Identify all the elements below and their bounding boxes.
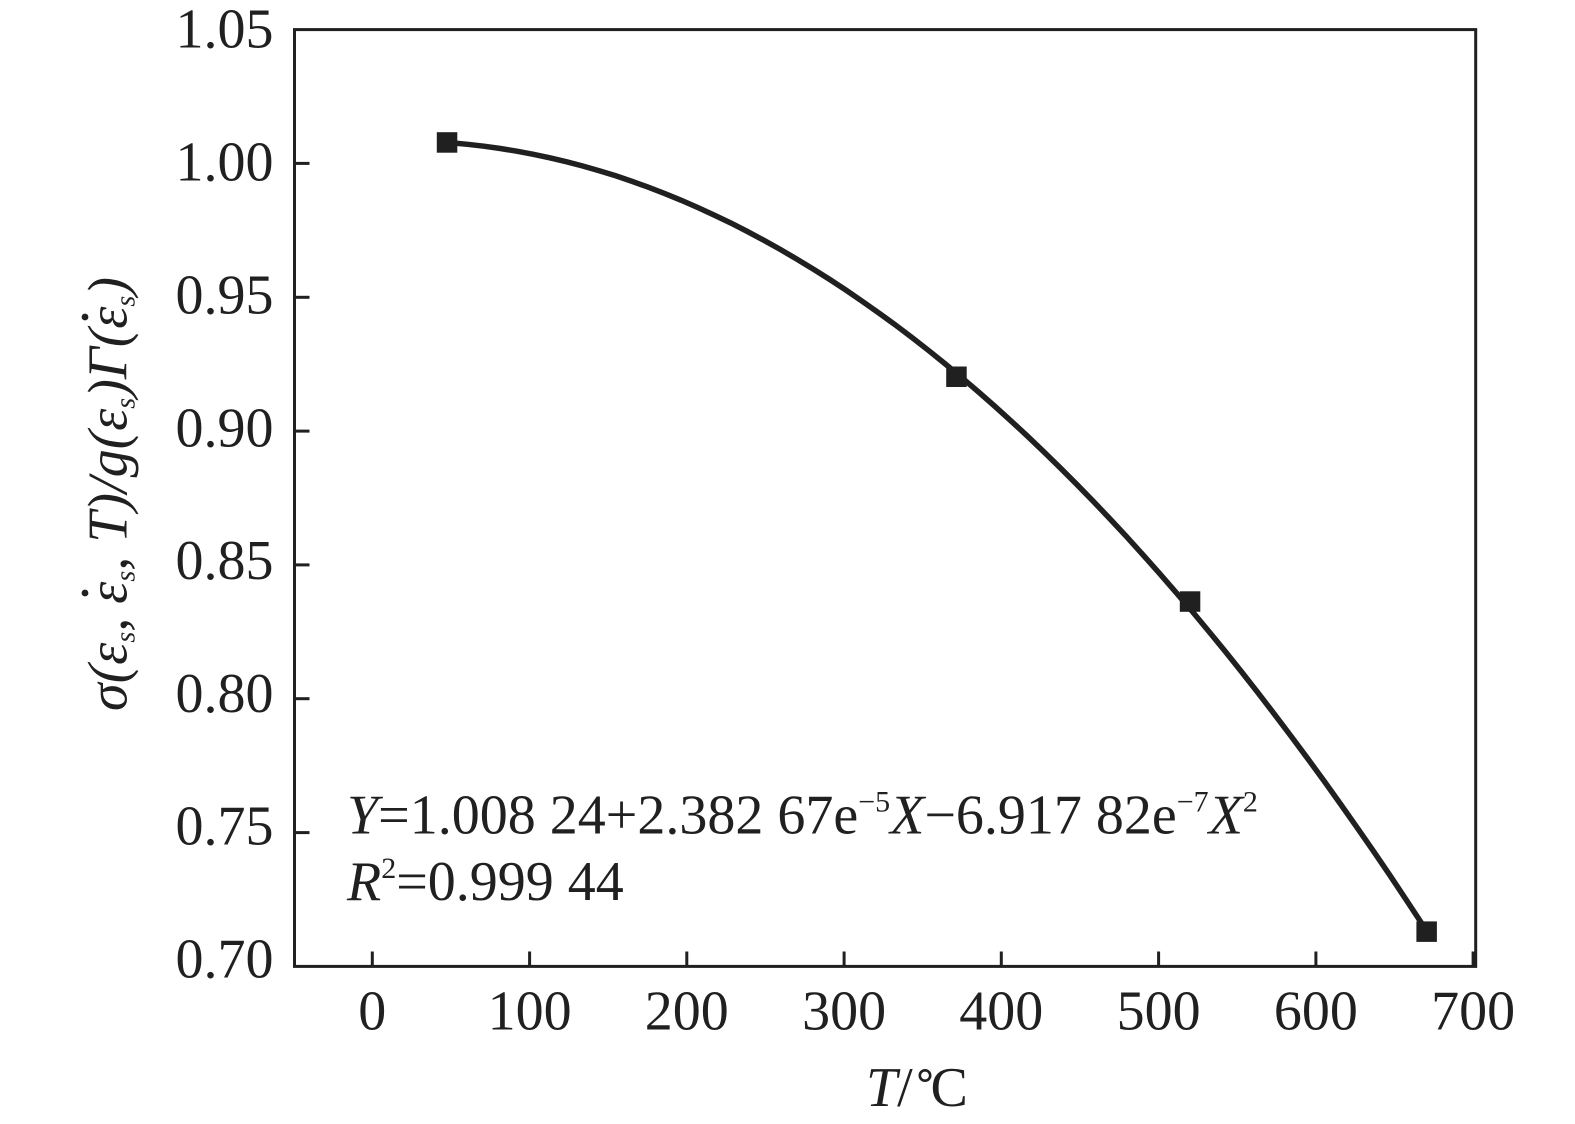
svg-text:0.80: 0.80 — [176, 663, 274, 725]
svg-text:0.85: 0.85 — [176, 530, 274, 592]
svg-text:T/: T/ — [866, 1057, 913, 1119]
svg-text:400: 400 — [959, 980, 1043, 1042]
svg-text:1.00: 1.00 — [176, 132, 274, 194]
svg-text:200: 200 — [645, 980, 729, 1042]
svg-text:R2=0.999 44: R2=0.999 44 — [346, 851, 624, 913]
svg-text:1.05: 1.05 — [176, 0, 274, 60]
svg-text:σ(εs, εs, T)/g(εs)Γ(εs): σ(εs, εs, T)/g(εs)Γ(εs) — [78, 277, 142, 711]
svg-text:0.75: 0.75 — [176, 796, 274, 858]
svg-text:700: 700 — [1431, 980, 1515, 1042]
svg-text:0.90: 0.90 — [176, 397, 274, 459]
svg-text:600: 600 — [1274, 980, 1358, 1042]
svg-text:0.70: 0.70 — [176, 928, 274, 990]
svg-text:Y=1.008 24+2.382 67e−5X−6.917: Y=1.008 24+2.382 67e−5X−6.917 82e−7X2 — [347, 785, 1258, 847]
svg-text:100: 100 — [488, 980, 572, 1042]
svg-text:300: 300 — [802, 980, 886, 1042]
svg-text:0: 0 — [358, 980, 386, 1042]
svg-text:500: 500 — [1117, 980, 1201, 1042]
svg-text:C: C — [931, 1057, 968, 1119]
svg-text:0.95: 0.95 — [176, 265, 274, 327]
